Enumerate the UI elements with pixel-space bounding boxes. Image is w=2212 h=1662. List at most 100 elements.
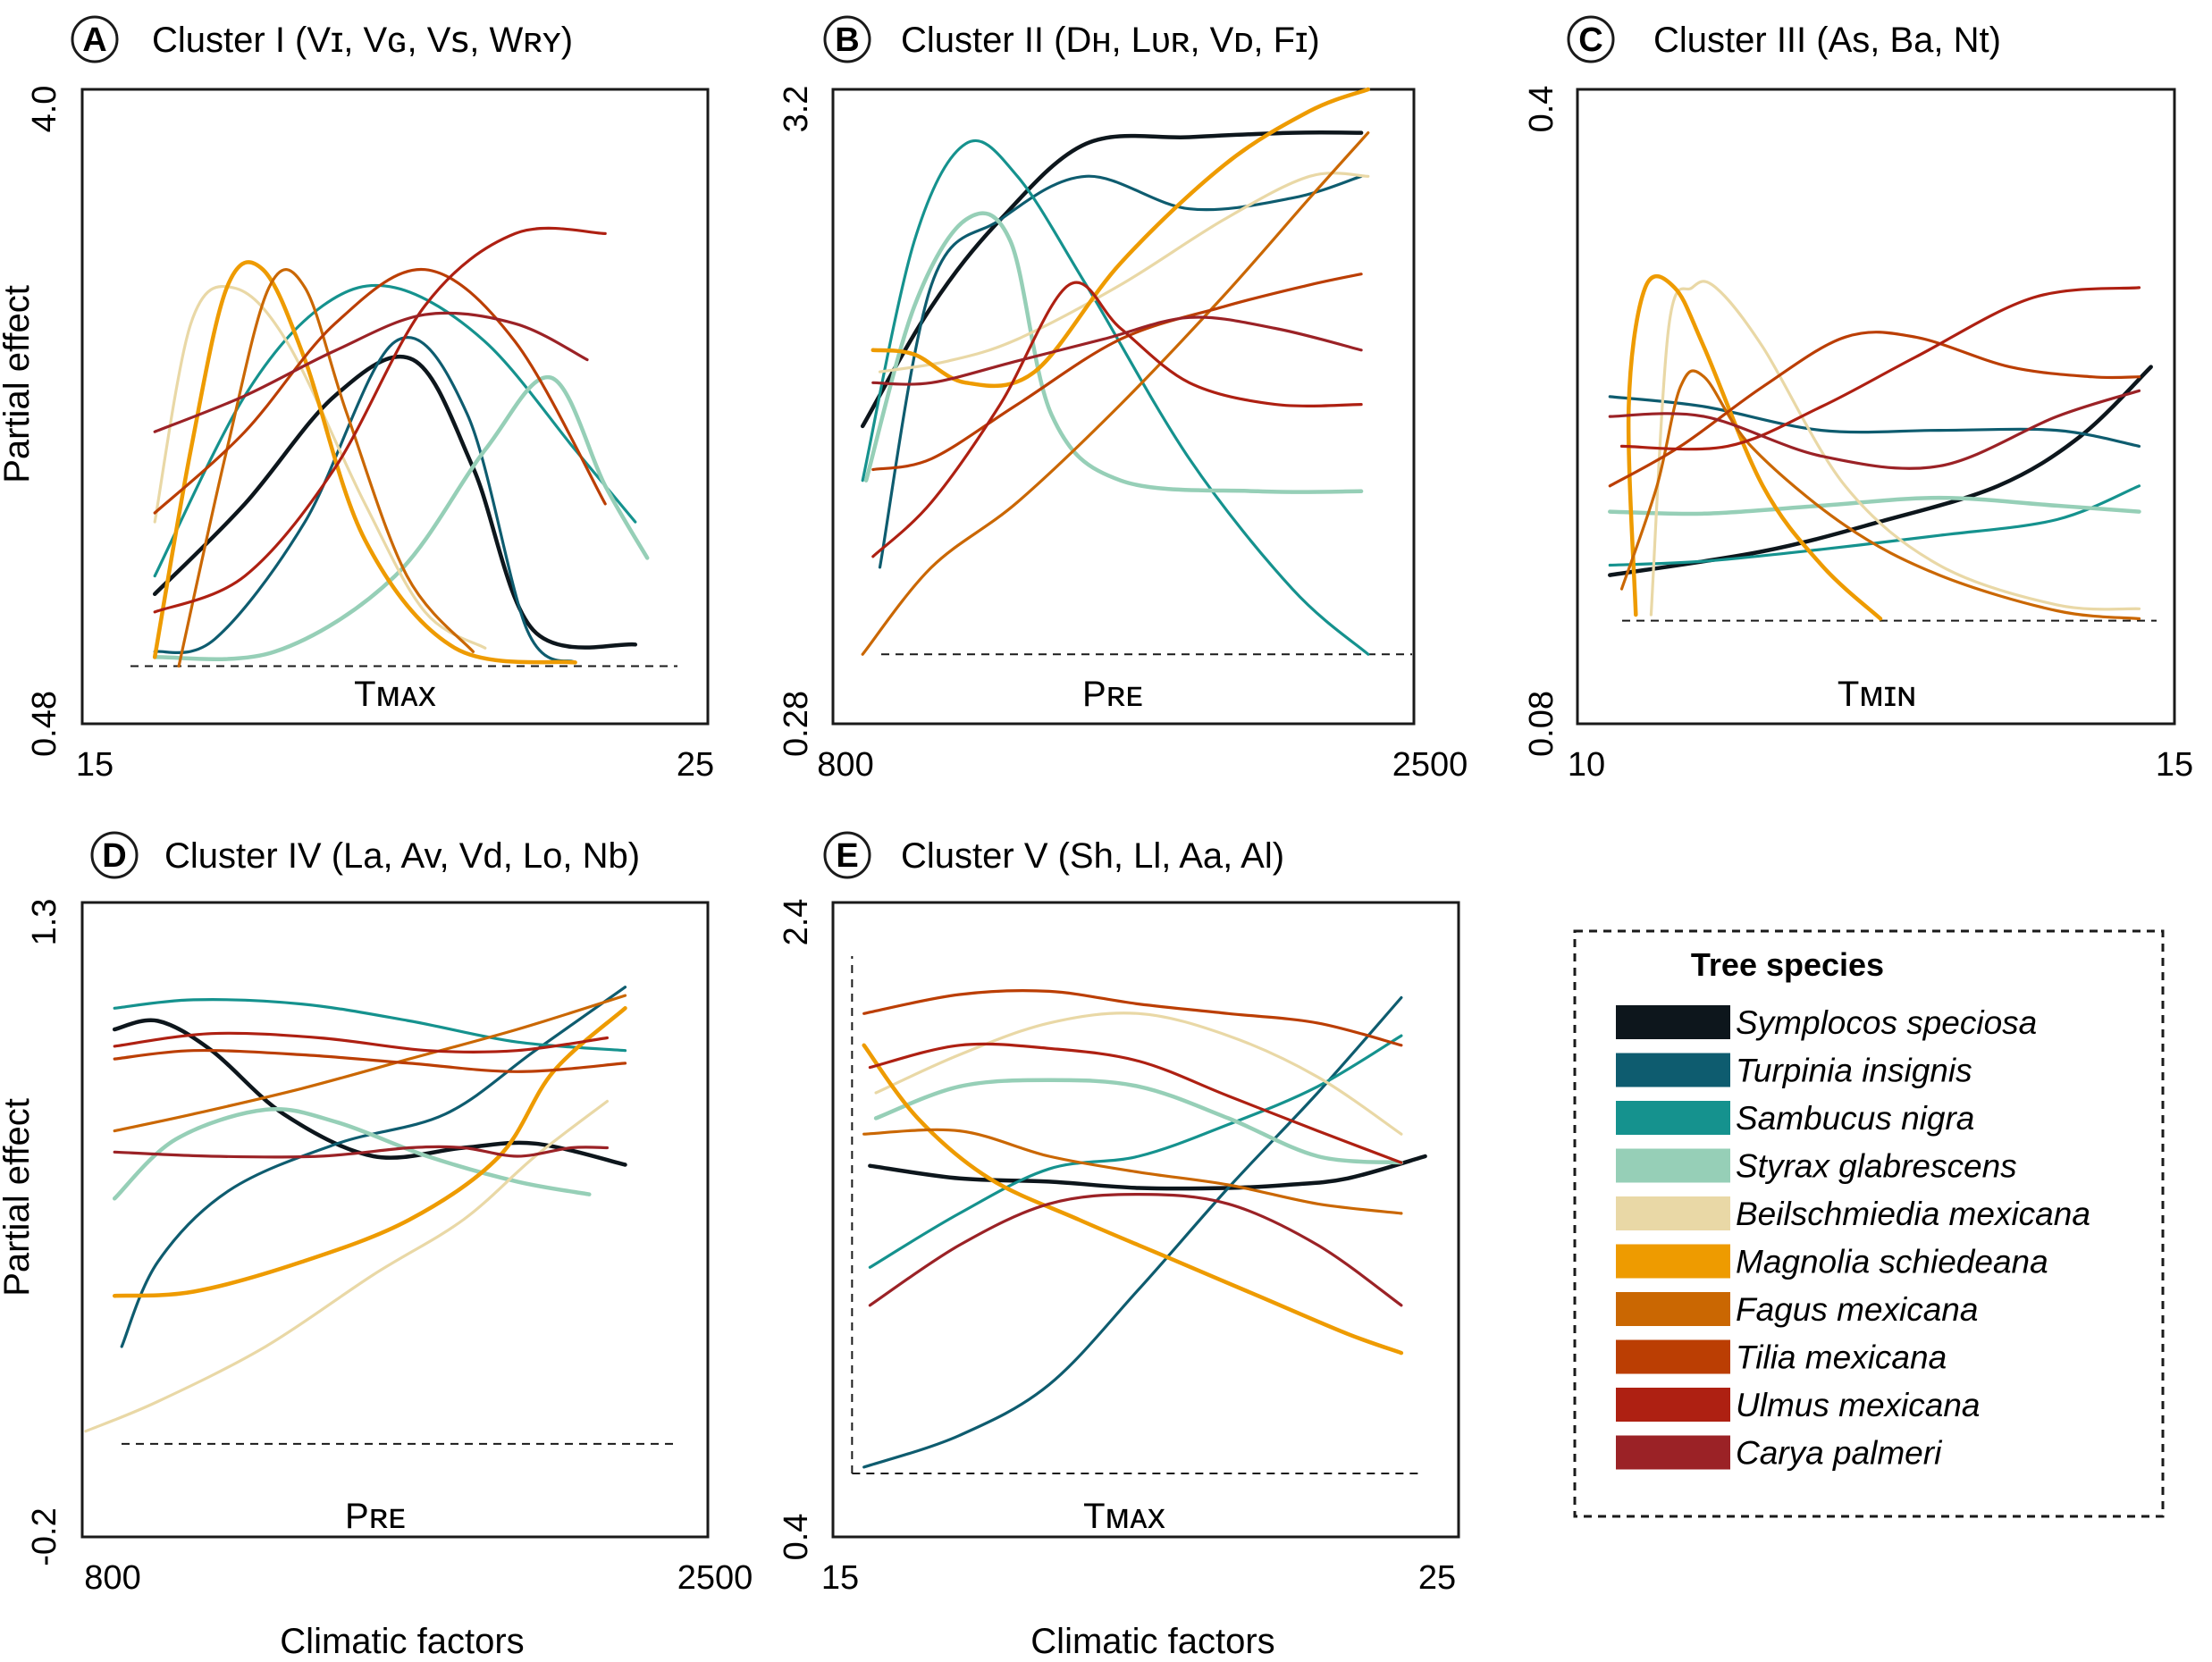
y-tick-min: 0.4 bbox=[778, 1514, 815, 1561]
y-tick-min: -0.2 bbox=[26, 1507, 63, 1565]
series-line-styrax-glabrescens bbox=[112, 1107, 592, 1201]
series-line-magnolia-schiedeana bbox=[871, 87, 1371, 389]
legend-items: Symplocos speciosa Turpinia insignis Sambu… bbox=[1616, 1004, 2090, 1472]
legend-label: Carya palmeri bbox=[1736, 1435, 1943, 1472]
legend-swatch bbox=[1616, 1388, 1730, 1422]
series-line-fagus-mexicana bbox=[1619, 369, 2141, 620]
plot-lines bbox=[84, 986, 679, 1445]
y-tick-min: 0.08 bbox=[1523, 691, 1560, 757]
series-line-ulmus-mexicana bbox=[153, 226, 607, 614]
series-line-beilschmiedia-mexicana bbox=[84, 1099, 609, 1433]
series-line-styrax-glabrescens bbox=[152, 374, 650, 661]
series-line-sambucus-nigra bbox=[113, 998, 627, 1053]
plot-lines bbox=[851, 956, 1427, 1474]
series-line-turpinia-insignis bbox=[878, 174, 1363, 569]
series-line-symplocos-speciosa bbox=[860, 130, 1364, 429]
plot-frame bbox=[80, 88, 710, 726]
y-tick-max: 1.3 bbox=[26, 899, 63, 946]
y-axis-title-top: Partial effect bbox=[0, 285, 37, 483]
panel-letter: A bbox=[82, 21, 106, 59]
plot-lines bbox=[130, 226, 677, 668]
panel-letter-circle bbox=[823, 15, 871, 63]
series-line-carya-palmeri bbox=[113, 1145, 609, 1159]
series-line-ulmus-mexicana bbox=[868, 1042, 1403, 1164]
series-line-beilschmiedia-mexicana bbox=[1649, 280, 2141, 617]
series-line-tilia-mexicana bbox=[153, 267, 607, 515]
panel-title: Cluster I (Vɪ, Vɢ, Vꜱ, Wʀʏ) bbox=[152, 21, 573, 60]
panel-e: E Cluster V (Sh, Ll, Aa, Al) Tᴍᴀx 2.4 0.… bbox=[778, 831, 1460, 1597]
series-line-magnolia-schiedeana bbox=[112, 1006, 627, 1298]
legend-label: Styrax glabrescens bbox=[1736, 1148, 2017, 1185]
legend-swatch bbox=[1616, 1435, 1730, 1470]
series-line-sambucus-nigra bbox=[153, 283, 637, 578]
legend-label: Turpinia insignis bbox=[1736, 1053, 1972, 1089]
x-axis-title-right: Climatic factors bbox=[1030, 1622, 1274, 1661]
series-line-sambucus-nigra bbox=[1608, 484, 2141, 567]
series-line-tilia-mexicana bbox=[113, 1048, 627, 1073]
x-tick-max: 25 bbox=[1418, 1559, 1456, 1597]
plot-frame bbox=[831, 901, 1460, 1539]
factor-label: Tᴍᴀx bbox=[1083, 1497, 1165, 1536]
legend-swatch bbox=[1616, 1005, 1730, 1039]
series-line-turpinia-insignis bbox=[153, 336, 577, 664]
panel-d: D Cluster IV (La, Av, Vd, Lo, Nb) Pʀᴇ 1.… bbox=[26, 831, 753, 1597]
series-line-symplocos-speciosa bbox=[112, 1018, 627, 1167]
legend-label: Symplocos speciosa bbox=[1736, 1004, 2037, 1041]
panel-letter: D bbox=[102, 837, 126, 875]
series-line-ulmus-mexicana bbox=[113, 1031, 609, 1054]
series-line-sambucus-nigra bbox=[861, 138, 1370, 656]
series-line-carya-palmeri bbox=[153, 311, 589, 433]
legend: Tree species Symplocos speciosa Turpinia … bbox=[1573, 929, 2165, 1518]
panel-title: Cluster V (Sh, Ll, Aa, Al) bbox=[901, 836, 1284, 876]
panel-c: C Cluster III (As, Ba, Nt) Tᴍɪɴ 0.4 0.08… bbox=[1523, 15, 2193, 784]
series-line-beilschmiedia-mexicana bbox=[153, 284, 487, 650]
x-tick-min: 15 bbox=[821, 1559, 859, 1597]
series-line-symplocos-speciosa bbox=[868, 1154, 1427, 1191]
x-tick-min: 800 bbox=[84, 1559, 140, 1597]
panel-letter: E bbox=[836, 837, 858, 875]
series-line-turpinia-insignis bbox=[1608, 395, 2141, 448]
series-line-ulmus-mexicana bbox=[1619, 286, 2141, 451]
legend-swatch bbox=[1616, 1196, 1730, 1230]
legend-swatch bbox=[1616, 1339, 1730, 1374]
panel-letter-circle bbox=[1567, 15, 1615, 63]
legend-label: Fagus mexicana bbox=[1736, 1291, 1978, 1328]
series-line-sambucus-nigra bbox=[868, 1034, 1403, 1269]
series-line-beilschmiedia-mexicana bbox=[878, 172, 1370, 374]
x-tick-min: 800 bbox=[817, 746, 873, 784]
series-line-magnolia-schiedeana bbox=[1626, 273, 1883, 621]
factor-label: Tᴍɪɴ bbox=[1838, 675, 1916, 714]
legend-label: Magnolia schiedeana bbox=[1736, 1244, 2048, 1280]
legend-label: Tilia mexicana bbox=[1736, 1339, 1947, 1376]
legend-swatch bbox=[1616, 1244, 1730, 1279]
panel-a: A Cluster I (Vɪ, Vɢ, Vꜱ, Wʀʏ) Tᴍᴀx 4.0 0… bbox=[26, 15, 714, 784]
panel-letter-circle bbox=[823, 831, 871, 879]
plot-frame bbox=[1576, 88, 2176, 726]
series-line-turpinia-insignis bbox=[120, 986, 627, 1348]
series-line-ulmus-mexicana bbox=[871, 281, 1363, 558]
series-line-magnolia-schiedeana bbox=[152, 260, 577, 665]
legend-frame bbox=[1573, 929, 2165, 1518]
legend-swatch bbox=[1616, 1292, 1730, 1326]
y-tick-max: 4.0 bbox=[26, 86, 63, 133]
series-line-turpinia-insignis bbox=[862, 995, 1403, 1469]
series-line-styrax-glabrescens bbox=[873, 1078, 1404, 1165]
legend-swatch bbox=[1616, 1053, 1730, 1087]
series-line-styrax-glabrescens bbox=[1608, 495, 2141, 516]
y-tick-max: 2.4 bbox=[778, 899, 815, 946]
series-line-magnolia-schiedeana bbox=[862, 1043, 1404, 1356]
legend-title: Tree species bbox=[1691, 946, 1884, 983]
plot-lines bbox=[1608, 273, 2157, 622]
plot-frame bbox=[831, 88, 1416, 726]
x-tick-max: 25 bbox=[677, 746, 714, 784]
factor-label: Pʀᴇ bbox=[345, 1497, 406, 1536]
series-line-beilschmiedia-mexicana bbox=[874, 1011, 1403, 1136]
factor-label: Pʀᴇ bbox=[1082, 675, 1143, 714]
legend-swatch bbox=[1616, 1101, 1730, 1135]
series-line-fagus-mexicana bbox=[861, 131, 1370, 656]
panel-title: Cluster IV (La, Av, Vd, Lo, Nb) bbox=[164, 836, 640, 876]
series-line-fagus-mexicana bbox=[177, 268, 475, 668]
series-line-fagus-mexicana bbox=[113, 994, 627, 1133]
x-tick-max: 15 bbox=[2156, 746, 2193, 784]
